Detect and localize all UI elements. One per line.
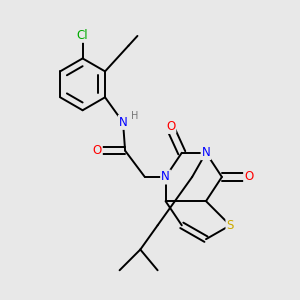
Text: N: N (119, 116, 128, 129)
Text: N: N (161, 170, 170, 184)
Text: Cl: Cl (77, 29, 88, 42)
Text: N: N (161, 170, 170, 184)
Text: Cl: Cl (77, 29, 88, 42)
Text: N: N (202, 146, 210, 159)
Text: S: S (226, 219, 234, 232)
Text: O: O (244, 170, 254, 184)
Text: O: O (166, 120, 176, 133)
Text: O: O (92, 144, 102, 157)
Text: O: O (244, 170, 254, 184)
Text: H: H (131, 111, 139, 121)
Text: O: O (92, 144, 102, 157)
Text: S: S (226, 219, 234, 232)
Text: N: N (119, 116, 128, 129)
Text: H: H (131, 111, 139, 121)
Text: N: N (202, 146, 210, 159)
Text: O: O (166, 120, 176, 133)
